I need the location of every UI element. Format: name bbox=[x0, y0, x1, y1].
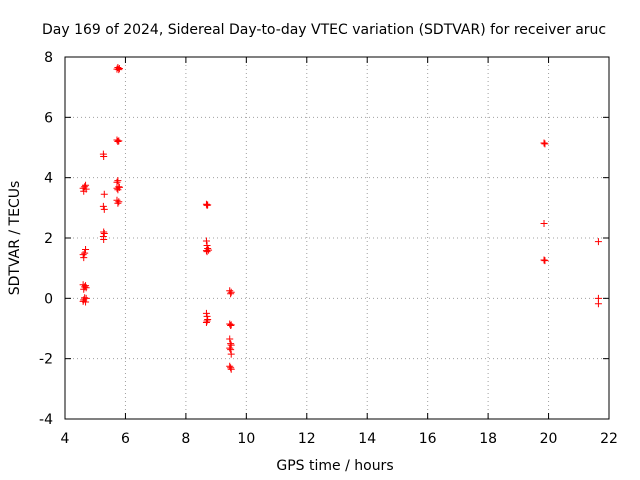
data-point bbox=[113, 136, 121, 144]
data-point bbox=[594, 238, 602, 246]
data-point bbox=[82, 294, 90, 302]
data-point bbox=[227, 288, 235, 296]
data-point bbox=[227, 365, 235, 373]
x-tick-label: 12 bbox=[298, 431, 316, 447]
x-axis-label: GPS time / hours bbox=[276, 458, 393, 474]
y-tick-label: 8 bbox=[44, 50, 53, 66]
data-point bbox=[226, 362, 234, 370]
data-point bbox=[82, 245, 90, 253]
data-point bbox=[203, 248, 211, 256]
data-point bbox=[100, 153, 108, 161]
y-tick-label: -4 bbox=[39, 412, 53, 428]
data-point bbox=[113, 178, 121, 186]
axis-ticks bbox=[64, 56, 610, 420]
data-point bbox=[115, 64, 123, 72]
x-tick-label: 18 bbox=[479, 431, 497, 447]
gridlines bbox=[65, 57, 609, 419]
x-tick-label: 10 bbox=[237, 431, 255, 447]
data-point bbox=[227, 290, 235, 298]
data-point bbox=[540, 256, 548, 264]
x-tick-label: 8 bbox=[181, 431, 190, 447]
data-point bbox=[115, 183, 123, 191]
data-point bbox=[82, 284, 90, 292]
data-point bbox=[227, 346, 235, 354]
data-point bbox=[227, 341, 235, 349]
data-point bbox=[594, 300, 602, 308]
data-point bbox=[205, 246, 213, 254]
y-tick-label: 0 bbox=[44, 291, 53, 307]
x-tick-label: 20 bbox=[540, 431, 558, 447]
chart-title: Day 169 of 2024, Sidereal Day-to-day VTE… bbox=[42, 22, 606, 38]
data-point bbox=[79, 251, 87, 259]
x-tick-label: 14 bbox=[358, 431, 376, 447]
data-point bbox=[81, 294, 89, 302]
y-axis-label: SDTVAR / TECUs bbox=[7, 181, 23, 296]
data-point bbox=[227, 321, 235, 329]
data-point bbox=[203, 242, 211, 250]
data-series-sdtvar bbox=[79, 64, 602, 373]
y-tick-labels: -4 -2 0 2 4 6 8 bbox=[39, 50, 53, 428]
data-point bbox=[81, 283, 89, 291]
y-tick-label: -2 bbox=[39, 352, 53, 368]
y-tick-label: 4 bbox=[44, 171, 53, 187]
data-point bbox=[202, 200, 210, 208]
data-point bbox=[115, 198, 123, 206]
data-point bbox=[114, 199, 122, 207]
x-tick-labels: 4 6 8 10 12 14 16 18 20 22 bbox=[61, 431, 618, 447]
data-point bbox=[114, 177, 122, 185]
data-point bbox=[100, 205, 108, 213]
x-tick-label: 4 bbox=[61, 431, 70, 447]
data-point bbox=[100, 190, 108, 198]
data-point bbox=[204, 201, 212, 209]
data-point bbox=[114, 137, 122, 145]
data-point bbox=[540, 220, 548, 228]
data-point bbox=[115, 66, 123, 74]
data-point bbox=[227, 321, 235, 329]
x-tick-label: 6 bbox=[121, 431, 130, 447]
data-point bbox=[203, 201, 211, 209]
data-point bbox=[80, 254, 88, 262]
data-point bbox=[82, 298, 90, 306]
x-tick-label: 16 bbox=[419, 431, 437, 447]
data-point bbox=[541, 257, 549, 265]
data-point bbox=[115, 137, 123, 145]
y-tick-label: 2 bbox=[44, 231, 53, 247]
data-point bbox=[100, 229, 108, 237]
data-point bbox=[226, 320, 234, 328]
data-point bbox=[226, 335, 234, 343]
data-point bbox=[82, 185, 90, 193]
data-point bbox=[115, 183, 123, 191]
data-point bbox=[202, 309, 210, 317]
data-point bbox=[81, 249, 89, 257]
data-point bbox=[540, 139, 548, 147]
data-point bbox=[541, 140, 549, 148]
data-point bbox=[202, 318, 210, 326]
data-point bbox=[203, 317, 211, 325]
data-point bbox=[100, 236, 108, 244]
data-point bbox=[113, 196, 121, 204]
data-point bbox=[227, 340, 235, 348]
data-point bbox=[82, 181, 90, 189]
data-point bbox=[227, 350, 235, 358]
x-tick-label: 22 bbox=[600, 431, 618, 447]
y-tick-label: 6 bbox=[44, 110, 53, 126]
data-point bbox=[226, 344, 234, 352]
data-point bbox=[204, 315, 212, 323]
data-point bbox=[227, 364, 235, 372]
data-point bbox=[99, 202, 107, 210]
data-point bbox=[226, 287, 234, 295]
data-point bbox=[202, 237, 210, 245]
